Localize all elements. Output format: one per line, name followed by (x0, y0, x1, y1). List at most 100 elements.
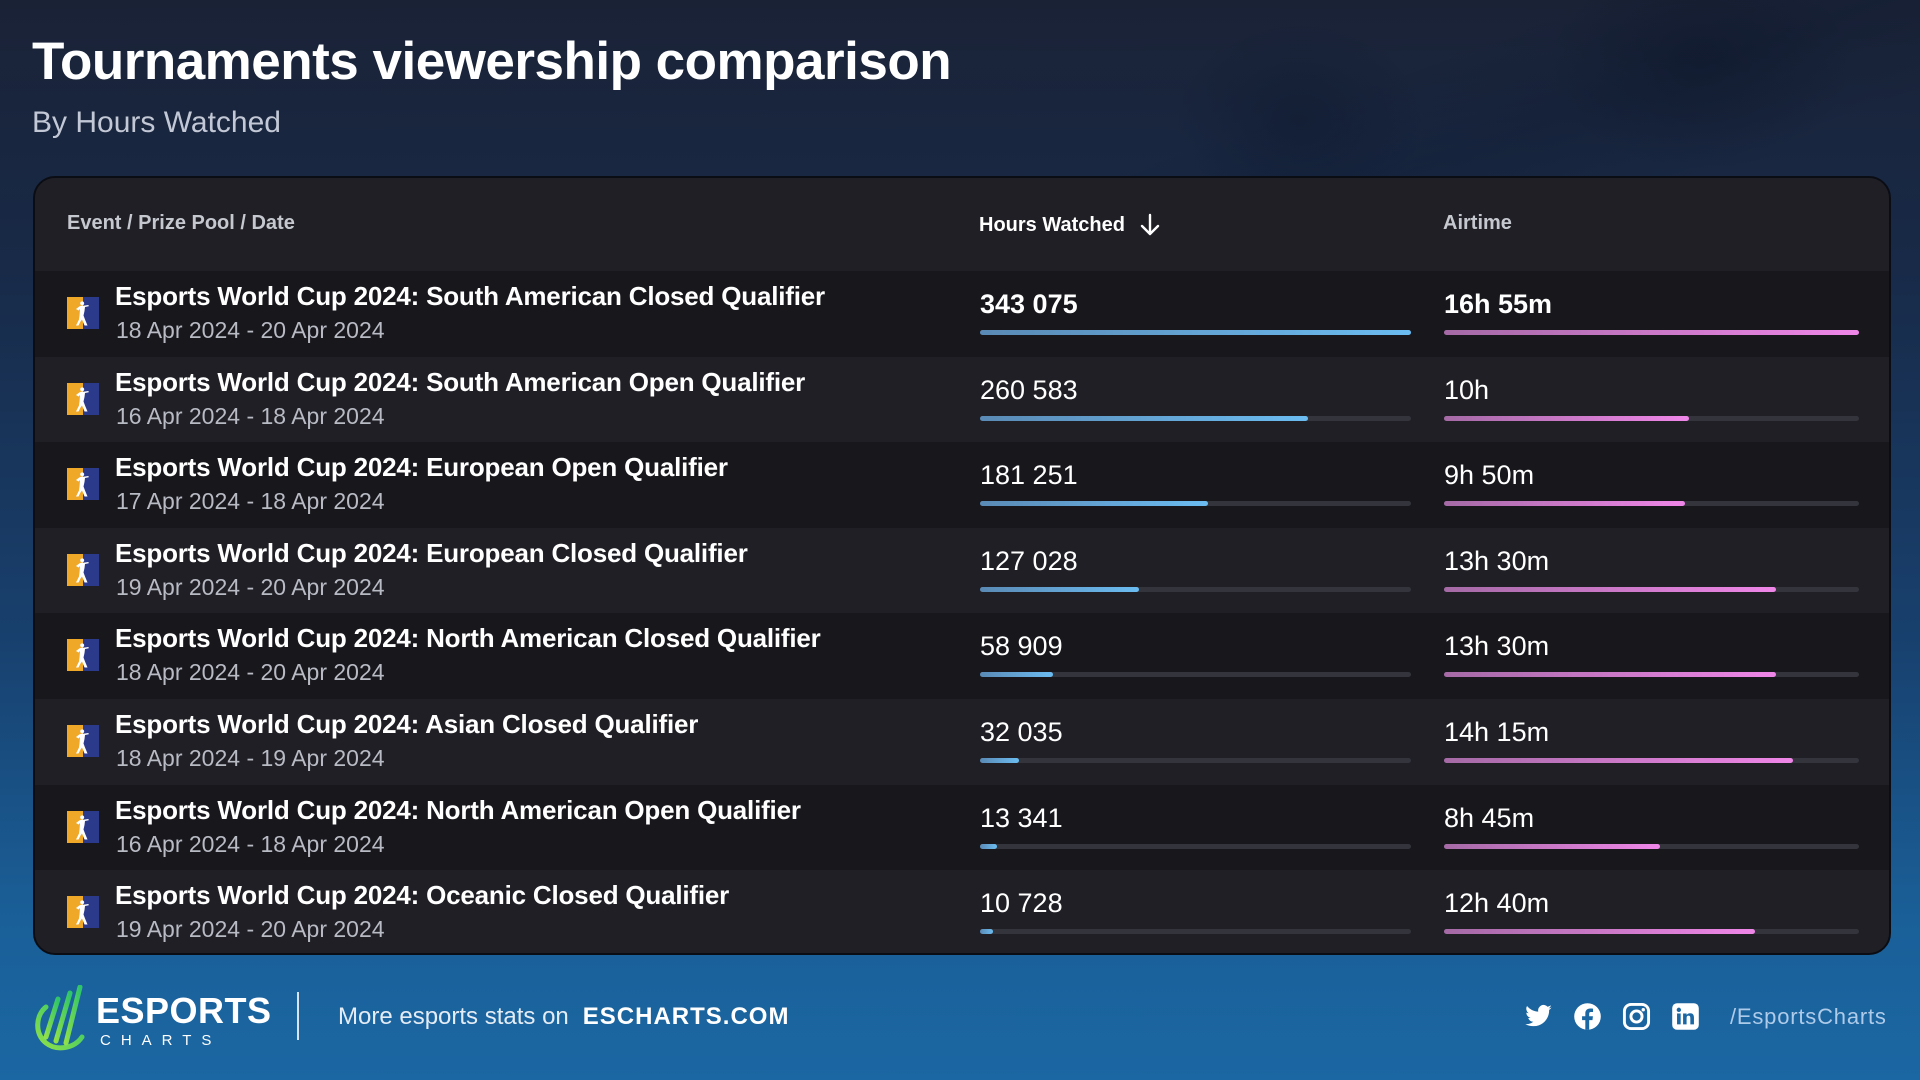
hours-watched-bar-track (980, 586, 1411, 592)
hours-watched-bar (980, 757, 1019, 763)
event-date: 16 Apr 2024 - 18 Apr 2024 (116, 830, 385, 857)
airtime-bar (1444, 415, 1689, 421)
twitter-icon[interactable] (1524, 1002, 1553, 1031)
event-date: 18 Apr 2024 - 19 Apr 2024 (116, 744, 385, 771)
column-header-airtime[interactable]: Airtime (1443, 212, 1512, 234)
column-header-hours-watched[interactable]: Hours Watched (979, 212, 1161, 238)
counter-strike-icon (67, 553, 99, 586)
comparison-table: Event / Prize Pool / Date Hours Watched … (33, 176, 1891, 955)
arrow-down-icon[interactable] (1139, 212, 1161, 238)
airtime-bar-track (1444, 929, 1859, 935)
airtime-bar-track (1444, 415, 1859, 421)
hours-watched-value: 181 251 (980, 460, 1078, 491)
event-name[interactable]: Esports World Cup 2024: South American C… (115, 281, 825, 311)
table-row[interactable]: Esports World Cup 2024: South American O… (35, 356, 1889, 443)
hours-watched-bar-track (980, 929, 1411, 935)
airtime-bar (1444, 843, 1660, 849)
hours-watched-bar-track (980, 415, 1411, 421)
airtime-bar (1444, 929, 1756, 935)
esports-charts-logo[interactable]: ESPORTS CHARTS (32, 985, 272, 1055)
event-name[interactable]: Esports World Cup 2024: North American O… (115, 794, 801, 825)
column-header-event[interactable]: Event / Prize Pool / Date (67, 212, 295, 234)
counter-strike-icon (67, 724, 99, 757)
table-header: Event / Prize Pool / Date Hours Watched … (35, 178, 1889, 271)
hours-watched-value: 10 728 (980, 888, 1063, 919)
logo-text: ESPORTS (96, 990, 272, 1031)
hours-watched-bar-track (980, 757, 1411, 763)
counter-strike-icon (67, 810, 99, 843)
airtime-value: 9h 50m (1444, 460, 1535, 491)
hours-watched-bar (980, 586, 1140, 592)
facebook-icon[interactable] (1573, 1002, 1602, 1031)
background-artwork (1000, 0, 1920, 200)
event-name[interactable]: Esports World Cup 2024: European Closed … (115, 537, 748, 568)
counter-strike-icon (67, 468, 99, 501)
airtime-bar-track (1444, 330, 1859, 335)
table-row[interactable]: Esports World Cup 2024: North American C… (35, 613, 1889, 699)
event-name[interactable]: Esports World Cup 2024: South American O… (115, 366, 806, 397)
social-handle[interactable]: /EsportsCharts (1730, 1004, 1887, 1029)
hours-watched-bar (980, 501, 1209, 507)
airtime-value: 16h 55m (1444, 289, 1553, 319)
event-date: 18 Apr 2024 - 20 Apr 2024 (116, 659, 385, 686)
hours-watched-value: 32 035 (980, 716, 1063, 747)
event-date: 19 Apr 2024 - 20 Apr 2024 (116, 916, 385, 943)
airtime-value: 12h 40m (1444, 888, 1550, 919)
airtime-bar (1444, 757, 1793, 763)
event-date: 17 Apr 2024 - 18 Apr 2024 (116, 488, 385, 515)
event-date: 19 Apr 2024 - 20 Apr 2024 (116, 573, 385, 600)
hours-watched-bar-track (980, 672, 1411, 678)
counter-strike-icon (67, 639, 99, 672)
airtime-bar-track (1444, 672, 1859, 678)
footer: ESPORTS CHARTS More esports stats on ESCH… (0, 980, 1920, 1070)
table-body: Esports World Cup 2024: South American C… (35, 271, 1889, 953)
promo-label: More esports stats on (338, 1003, 569, 1030)
event-date: 16 Apr 2024 - 18 Apr 2024 (116, 402, 385, 429)
hours-watched-value: 260 583 (980, 374, 1078, 405)
table-row[interactable]: Esports World Cup 2024: European Closed … (35, 527, 1889, 614)
table-row[interactable]: Esports World Cup 2024: Oceanic Closed Q… (35, 870, 1889, 953)
table-row[interactable]: Esports World Cup 2024: Asian Closed Qua… (35, 698, 1889, 785)
page-title: Tournaments viewership comparison (32, 32, 952, 91)
counter-strike-icon (67, 382, 99, 415)
event-name[interactable]: Esports World Cup 2024: Oceanic Closed Q… (115, 880, 730, 911)
table-row[interactable]: Esports World Cup 2024: European Open Qu… (35, 442, 1889, 528)
instagram-icon[interactable] (1622, 1002, 1651, 1031)
hours-watched-value: 127 028 (980, 545, 1078, 576)
hours-watched-bar (980, 415, 1308, 421)
table-row[interactable]: Esports World Cup 2024: North American O… (35, 784, 1889, 871)
airtime-value: 10h (1444, 374, 1490, 405)
event-name[interactable]: Esports World Cup 2024: Asian Closed Qua… (115, 708, 699, 739)
escharts-link[interactable]: ESCHARTS.COM (582, 1003, 790, 1030)
hours-watched-value: 13 341 (980, 802, 1063, 833)
logo-subtext: CHARTS (100, 1032, 222, 1049)
hours-watched-bar-track (980, 501, 1411, 507)
table-row[interactable]: Esports World Cup 2024: South American C… (35, 271, 1889, 357)
airtime-value: 13h 30m (1444, 545, 1550, 576)
column-header-hours-label: Hours Watched (979, 213, 1125, 236)
hours-watched-bar (980, 672, 1054, 678)
airtime-value: 8h 45m (1444, 802, 1535, 833)
event-name[interactable]: Esports World Cup 2024: North American C… (115, 623, 821, 654)
footer-divider (297, 992, 299, 1040)
airtime-bar (1444, 501, 1685, 507)
airtime-bar (1444, 672, 1776, 678)
social-links (1524, 1002, 1700, 1031)
linkedin-icon[interactable] (1671, 1002, 1700, 1031)
logo-mark-icon (35, 985, 85, 1051)
hours-watched-value: 58 909 (980, 631, 1063, 662)
airtime-bar (1444, 586, 1776, 592)
airtime-value: 13h 30m (1444, 631, 1550, 662)
counter-strike-icon (67, 896, 99, 929)
hours-watched-bar (980, 929, 993, 935)
airtime-bar (1444, 330, 1859, 335)
hours-watched-bar-track (980, 843, 1411, 849)
page-header: Tournaments viewership comparison By Hou… (32, 30, 952, 140)
airtime-bar-track (1444, 501, 1859, 507)
promo-text: More esports stats on ESCHARTS.COM (338, 1003, 789, 1031)
event-date: 18 Apr 2024 - 20 Apr 2024 (116, 317, 385, 343)
hours-watched-bar (980, 330, 1411, 335)
counter-strike-icon (67, 297, 99, 329)
hours-watched-bar-track (980, 330, 1411, 335)
event-name[interactable]: Esports World Cup 2024: European Open Qu… (115, 452, 728, 483)
